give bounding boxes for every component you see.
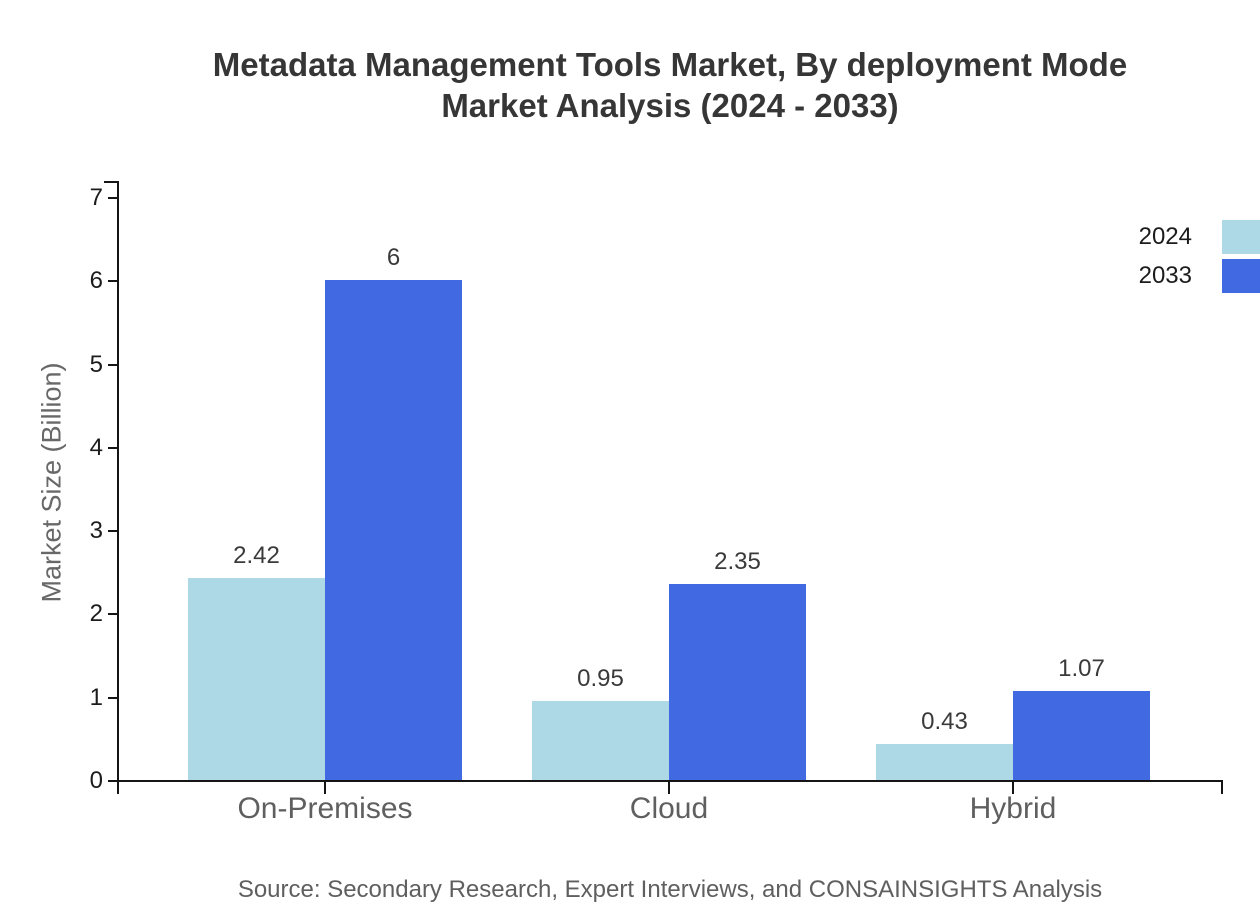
x-category-label: On-Premises [237, 792, 413, 825]
legend-label-2024: 2024 [1138, 223, 1192, 250]
legend-swatch-2033 [1222, 259, 1260, 293]
value-label: 0.43 [921, 708, 968, 736]
x-category-label: Cloud [629, 792, 709, 825]
legend-swatch-2024 [1222, 220, 1260, 254]
value-label: 2.35 [714, 548, 761, 576]
bar-2024-cloud [532, 700, 669, 780]
y-tick [108, 446, 117, 449]
bar-2024-hybrid [876, 744, 1013, 780]
y-tick [108, 613, 117, 616]
y-tick [108, 530, 117, 533]
bar-2033-cloud [669, 584, 806, 780]
x-axis-line [117, 780, 1223, 782]
legend-item-2033: 2033 [1139, 259, 1260, 293]
value-label: 1.07 [1058, 654, 1105, 682]
y-axis-line [117, 181, 119, 794]
bar-2024-on-premises [188, 578, 325, 780]
x-axis-end-cap [1221, 780, 1223, 794]
value-label: 6 [386, 244, 401, 272]
value-label: 2.42 [233, 542, 280, 570]
bar-2033-on-premises [325, 280, 462, 780]
y-axis-end-cap [104, 181, 117, 183]
legend-item-2024: 2024 [1139, 220, 1260, 254]
y-tick-label: 0 [89, 767, 103, 794]
y-tick-label: 3 [89, 517, 103, 545]
y-tick [108, 780, 117, 782]
y-tick-label: 1 [89, 683, 103, 711]
y-tick [108, 696, 117, 699]
source-note: Source: Secondary Research, Expert Inter… [237, 876, 1103, 903]
y-tick [108, 363, 117, 366]
x-tick [1012, 782, 1014, 794]
y-tick-label: 2 [89, 600, 103, 628]
x-tick [324, 782, 326, 794]
legend-label-2033: 2033 [1138, 262, 1192, 289]
chart-title-line1: Metadata Management Tools Market, By dep… [212, 46, 1128, 83]
y-tick-label: 5 [89, 350, 103, 378]
y-tick [108, 197, 117, 199]
y-tick-label: 7 [89, 184, 103, 211]
x-category-label: Hybrid [969, 792, 1057, 825]
bar-2033-hybrid [1013, 690, 1150, 780]
y-tick [108, 280, 117, 283]
legend: 2024 2033 [1139, 220, 1260, 298]
y-tick-label: 4 [89, 433, 103, 461]
chart-title: Metadata Management Tools Market, By dep… [80, 44, 1260, 126]
value-label: 0.95 [577, 664, 624, 692]
y-tick-label: 6 [89, 267, 103, 295]
chart-title-line2: Market Analysis (2024 - 2033) [441, 87, 899, 124]
x-tick [668, 782, 670, 794]
